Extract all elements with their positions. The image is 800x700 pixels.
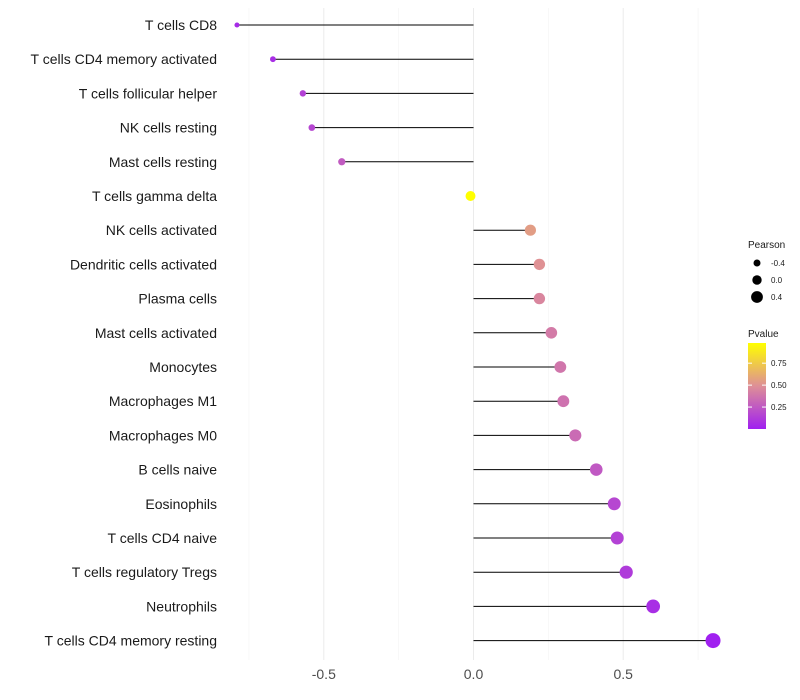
lollipop-dot <box>610 531 624 545</box>
category-label: NK cells activated <box>106 222 217 238</box>
grid-layer <box>248 8 699 660</box>
category-label: Neutrophils <box>146 598 217 614</box>
lollipop-dot <box>270 56 276 63</box>
lollipop-dot <box>234 22 240 28</box>
category-label: Mast cells resting <box>109 154 217 170</box>
dot-layer <box>234 22 721 649</box>
lollipop-dot <box>533 292 546 305</box>
x-tick-label-layer: -0.5 0.0 0.5 <box>312 666 633 682</box>
lollipop-dot <box>524 224 536 236</box>
lollipop-dot <box>646 599 661 614</box>
pvalue-colorbar <box>748 343 766 429</box>
category-label: T cells regulatory Tregs <box>72 564 217 580</box>
category-label: Plasma cells <box>138 291 217 307</box>
color-legend-label: 0.25 <box>771 403 787 412</box>
category-label: T cells CD4 memory resting <box>45 633 217 649</box>
size-legend-dot <box>752 275 762 285</box>
category-label: Mast cells activated <box>95 325 217 341</box>
lollipop-dot <box>465 191 476 201</box>
color-legend-label: 0.50 <box>771 381 787 390</box>
category-label: T cells CD4 memory activated <box>31 51 217 67</box>
size-legend-label: -0.4 <box>771 259 785 268</box>
x-tick-label: -0.5 <box>312 666 336 682</box>
lollipop-dot <box>589 463 603 476</box>
category-label-layer: T cells CD8 T cells CD4 memory activated T… <box>31 17 218 649</box>
category-label: T cells follicular helper <box>79 85 218 101</box>
size-legend-dot <box>753 259 761 267</box>
lollipop-dot <box>545 326 558 339</box>
lollipop-dot <box>569 429 582 442</box>
category-label: T cells CD4 naive <box>108 530 218 546</box>
size-legend-label: 0.4 <box>771 293 783 302</box>
legend: Pearson -0.4 0.0 0.4 Pvalue 0.25 0.50 0.75 <box>748 240 787 429</box>
size-legend-label: 0.0 <box>771 276 783 285</box>
lollipop-dot <box>554 361 567 373</box>
color-legend-title: Pvalue <box>748 329 779 340</box>
size-legend-dot <box>751 291 763 303</box>
lollipop-dot <box>557 395 570 408</box>
lollipop-dot <box>607 497 621 511</box>
category-label: Dendritic cells activated <box>70 256 217 272</box>
lollipop-dot <box>299 90 307 97</box>
size-legend-items: -0.4 0.0 0.4 <box>751 259 785 303</box>
category-label: Monocytes <box>149 359 217 375</box>
lollipop-dot <box>338 158 346 166</box>
category-label: T cells CD8 <box>145 17 217 33</box>
lollipop-dot <box>308 124 316 131</box>
category-label: B cells naive <box>138 462 217 478</box>
color-legend-items: 0.25 0.50 0.75 <box>748 359 787 412</box>
category-label: Eosinophils <box>145 496 217 512</box>
category-label: NK cells resting <box>120 120 217 136</box>
category-label: T cells gamma delta <box>92 188 217 204</box>
size-legend-title: Pearson <box>748 240 785 251</box>
lollipop-dot <box>705 633 721 649</box>
lollipop-dot <box>619 565 633 579</box>
x-tick-label: 0.5 <box>613 666 633 682</box>
category-label: Macrophages M0 <box>109 427 217 443</box>
color-legend-label: 0.75 <box>771 359 787 368</box>
x-tick-label: 0.0 <box>464 666 484 682</box>
stem-layer <box>236 24 714 642</box>
category-label: Macrophages M1 <box>109 393 217 409</box>
lollipop-dot <box>533 258 546 271</box>
